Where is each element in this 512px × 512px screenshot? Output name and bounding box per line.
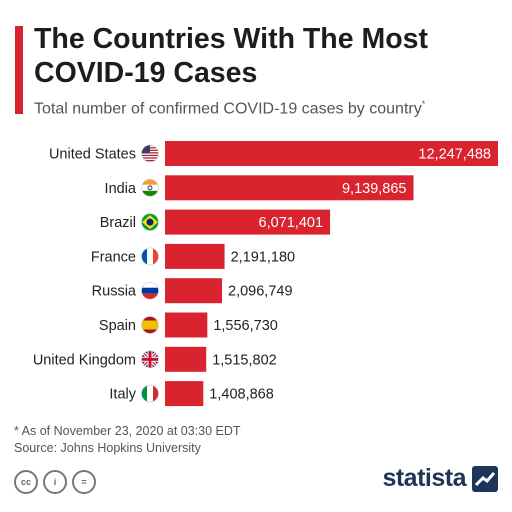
bar: [165, 381, 204, 407]
italy-flag-icon: [141, 384, 159, 403]
subtitle-footnote-mark: *: [421, 99, 426, 109]
value-label: 9,139,865: [342, 181, 407, 197]
chart-title: The Countries With The Most COVID-19 Cas…: [34, 23, 428, 89]
india-flag-icon: [141, 178, 159, 197]
chart-subtitle: Total number of confirmed COVID-19 cases…: [34, 99, 425, 118]
category-label: India: [105, 181, 137, 197]
france-flag-icon: [141, 247, 159, 266]
bar-chart: United States 12,247,488 India 9,139,865 Bra…: [33, 141, 498, 407]
value-label: 2,096,749: [228, 284, 293, 300]
bar: [165, 243, 225, 269]
brazil-flag-icon: [141, 213, 159, 231]
uk-flag-icon: [141, 350, 159, 369]
category-label: Brazil: [100, 215, 136, 231]
bar: [165, 175, 414, 201]
date-note: * As of November 23, 2020 at 03:30 EDT: [14, 424, 241, 438]
statista-mark-icon: [472, 465, 498, 492]
title-accent-bar: [15, 26, 23, 114]
us-flag-icon: [141, 144, 159, 163]
value-label: 1,515,802: [212, 352, 277, 368]
subtitle-text: Total number of confirmed COVID-19 cases…: [34, 100, 422, 118]
statista-logo[interactable]: statista: [382, 464, 498, 493]
category-label: Spain: [99, 318, 136, 334]
bar: [165, 141, 498, 166]
category-label: France: [91, 249, 136, 265]
value-label: 2,191,180: [231, 249, 296, 265]
bar: [165, 312, 208, 338]
value-label: 1,556,730: [213, 318, 278, 334]
value-label: 6,071,401: [259, 215, 324, 231]
statista-wordmark: statista: [382, 464, 466, 492]
license-icons: cc i =: [14, 470, 96, 494]
russia-flag-icon: [141, 281, 159, 300]
category-label: United Kingdom: [33, 352, 136, 368]
footnote-block: * As of November 23, 2020 at 03:30 EDT S…: [14, 423, 241, 457]
cc-icon[interactable]: cc: [14, 470, 38, 494]
no-derivatives-icon[interactable]: =: [72, 470, 96, 494]
bar: [165, 346, 207, 372]
category-label: Italy: [109, 387, 136, 403]
source-note: Source: Johns Hopkins University: [14, 441, 201, 455]
attribution-icon[interactable]: i: [43, 470, 67, 494]
category-label: Russia: [92, 284, 137, 300]
spain-flag-icon: [141, 316, 159, 334]
bar: [165, 278, 223, 304]
bar: [165, 209, 331, 235]
category-label: United States: [49, 147, 136, 163]
value-label: 12,247,488: [418, 147, 491, 163]
value-label: 1,408,868: [209, 387, 274, 403]
